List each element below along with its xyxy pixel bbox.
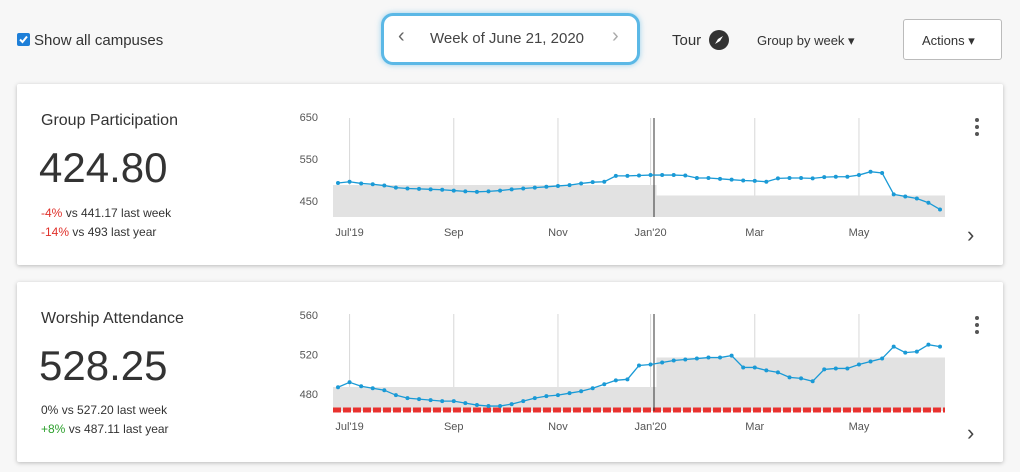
- comparison-text: vs 441.17 last week: [65, 206, 172, 220]
- group-by-dropdown[interactable]: Group by week ▾: [757, 33, 855, 48]
- kebab-menu[interactable]: [975, 316, 979, 334]
- card-value: 424.80: [39, 144, 168, 191]
- comparison-text: vs 527.20 last week: [61, 403, 168, 417]
- compass-icon[interactable]: [709, 30, 729, 50]
- week-picker: ‹ Week of June 21, 2020 ›: [381, 13, 640, 65]
- change: -14%: [41, 225, 70, 239]
- actions-text: Actions ▾: [922, 33, 975, 48]
- change: 0%: [41, 403, 59, 417]
- check-icon: [19, 35, 28, 44]
- week-label: Week of June 21, 2020: [430, 30, 584, 47]
- kebab-menu[interactable]: [975, 118, 979, 136]
- change: +8%: [41, 422, 66, 436]
- next-chevron[interactable]: ›: [967, 420, 975, 445]
- actions-button[interactable]: Actions ▾: [903, 19, 1002, 60]
- group-by-label: Group by week: [757, 33, 845, 48]
- prev-week[interactable]: ‹: [398, 25, 405, 47]
- comparison: -4% vs 441.17 last week: [41, 206, 171, 220]
- card-title: Group Participation: [41, 112, 178, 129]
- checkbox-label[interactable]: Show all campuses: [34, 32, 164, 49]
- actions-label: Actions: [922, 33, 965, 48]
- checkbox[interactable]: [17, 33, 30, 46]
- comparison-text: vs 493 last year: [72, 225, 157, 239]
- comparison: -14% vs 493 last year: [41, 225, 156, 239]
- change: -4%: [41, 206, 63, 220]
- metric-card: Group Participation 424.80 -4% vs 441.17…: [17, 84, 1003, 265]
- comparison-text: vs 487.11 last year: [68, 422, 169, 436]
- comparison: +8% vs 487.11 last year: [41, 422, 169, 436]
- card-value: 528.25: [39, 342, 168, 389]
- metric-card: Worship Attendance 528.25 0% vs 527.20 l…: [17, 282, 1003, 462]
- comparison: 0% vs 527.20 last week: [41, 403, 167, 417]
- card-title: Worship Attendance: [41, 310, 184, 327]
- next-chevron[interactable]: ›: [967, 222, 975, 247]
- tour-link[interactable]: Tour: [672, 32, 702, 49]
- next-week[interactable]: ›: [612, 25, 619, 47]
